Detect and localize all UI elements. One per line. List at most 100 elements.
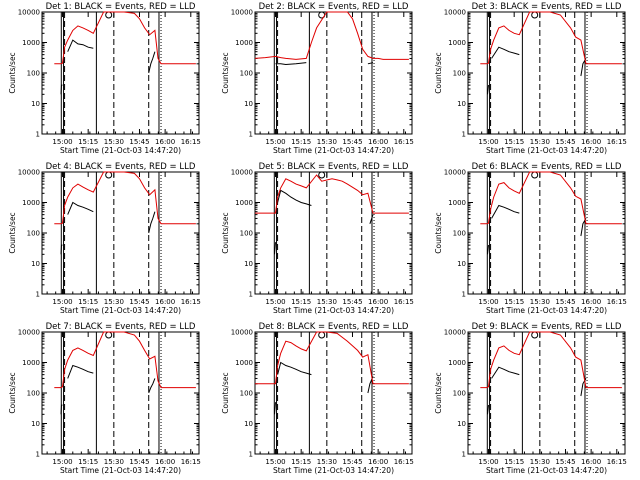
x-tick-label: 16:00	[368, 298, 388, 306]
y-axis-label: Counts/sec	[221, 52, 230, 93]
marker-circle	[105, 331, 113, 339]
y-tick-label: 10000	[18, 169, 40, 177]
y-tick-label: 1	[249, 291, 253, 299]
x-tick-label: 15:30	[104, 458, 124, 466]
series-lld-line	[255, 331, 409, 385]
y-tick-label: 10000	[444, 9, 466, 17]
panel-title: Det 1: BLACK = Events, RED = LLD	[46, 2, 196, 12]
x-tick-label: 15:30	[104, 298, 124, 306]
x-tick-label: 15:00	[52, 138, 72, 146]
x-tick-label: 15:15	[78, 298, 98, 306]
y-tick-label: 1000	[235, 359, 253, 367]
x-tick-label: 15:45	[129, 298, 149, 306]
y-tick-label: 1000	[448, 359, 466, 367]
panel-title: Det 5: BLACK = Events, RED = LLD	[259, 162, 409, 172]
x-tick-label: 15:00	[52, 458, 72, 466]
panel-det-5: Det 5: BLACK = Events, RED = LLD 1 10 100 10…	[221, 162, 414, 315]
series-events-line	[274, 361, 374, 415]
x-tick-label: 15:45	[342, 458, 362, 466]
y-tick-label: 10000	[18, 329, 40, 337]
x-tick-label: 16:00	[368, 138, 388, 146]
x-tick-label: 15:15	[504, 138, 524, 146]
series-events-line	[487, 366, 587, 415]
series-events-line	[60, 364, 156, 415]
y-tick-label: 100	[27, 230, 40, 238]
panel-title: Det 7: BLACK = Events, RED = LLD	[46, 322, 196, 332]
x-tick-label: 15:15	[78, 138, 98, 146]
series-events-line	[60, 201, 156, 255]
x-tick-label: 16:15	[394, 458, 414, 466]
x-tick-label: 15:30	[317, 138, 337, 146]
y-tick-label: 10	[244, 100, 253, 108]
y-tick-label: 10000	[231, 169, 253, 177]
x-tick-label: 16:15	[394, 298, 414, 306]
y-tick-label: 1	[249, 451, 253, 459]
y-tick-label: 100	[453, 390, 466, 398]
y-axis-label: Counts/sec	[221, 212, 230, 253]
x-tick-label: 16:00	[155, 298, 175, 306]
marker-circle	[318, 171, 326, 179]
x-tick-label: 16:15	[181, 458, 201, 466]
y-tick-label: 100	[240, 390, 253, 398]
x-tick-label: 15:45	[342, 138, 362, 146]
y-tick-label: 1000	[448, 199, 466, 207]
x-tick-label: 15:45	[555, 138, 575, 146]
x-axis-label: Start Time (21-Oct-03 14:47:20)	[60, 146, 181, 155]
x-tick-label: 15:00	[52, 298, 72, 306]
y-tick-label: 1	[462, 291, 466, 299]
y-axis-label: Counts/sec	[221, 372, 230, 413]
y-tick-label: 10000	[231, 9, 253, 17]
y-tick-label: 10	[457, 100, 466, 108]
y-tick-label: 100	[240, 230, 253, 238]
series-lld-line	[54, 11, 196, 65]
panel-title: Det 4: BLACK = Events, RED = LLD	[46, 162, 196, 172]
y-tick-label: 10	[457, 260, 466, 268]
panel-det-7: Det 7: BLACK = Events, RED = LLD 1 10 100 10…	[8, 322, 201, 475]
x-tick-label: 16:00	[581, 138, 601, 146]
x-tick-label: 15:15	[291, 298, 311, 306]
x-tick-label: 16:00	[581, 298, 601, 306]
plot-frame	[467, 11, 626, 135]
series-events-line	[487, 204, 587, 255]
panel-title: Det 8: BLACK = Events, RED = LLD	[259, 322, 409, 332]
marker-circle	[531, 171, 539, 179]
x-tick-label: 15:45	[342, 298, 362, 306]
y-tick-label: 1000	[235, 199, 253, 207]
x-tick-label: 15:15	[504, 298, 524, 306]
x-tick-label: 16:15	[181, 138, 201, 146]
x-tick-label: 16:15	[607, 138, 627, 146]
series-events-line	[275, 62, 374, 66]
x-tick-label: 15:45	[555, 458, 575, 466]
y-tick-label: 10	[457, 420, 466, 428]
x-axis-label: Start Time (21-Oct-03 14:47:20)	[486, 146, 607, 155]
panel-det-3: Det 3: BLACK = Events, RED = LLD 1 10 100 10…	[434, 2, 627, 155]
y-tick-label: 1000	[22, 359, 40, 367]
series-lld-line	[480, 331, 622, 389]
y-tick-label: 1	[462, 131, 466, 139]
y-tick-label: 1000	[235, 39, 253, 47]
y-tick-label: 1000	[448, 39, 466, 47]
x-tick-label: 15:30	[530, 458, 550, 466]
x-axis-label: Start Time (21-Oct-03 14:47:20)	[486, 466, 607, 475]
series-events-line	[274, 189, 374, 255]
marker-circle	[531, 331, 539, 339]
y-tick-label: 100	[453, 70, 466, 78]
marker-circle	[318, 331, 326, 339]
x-tick-label: 15:15	[291, 138, 311, 146]
y-tick-label: 1	[36, 291, 40, 299]
x-tick-label: 16:15	[607, 298, 627, 306]
panel-det-4: Det 4: BLACK = Events, RED = LLD 1 10 100 10…	[8, 162, 201, 315]
x-axis-label: Start Time (21-Oct-03 14:47:20)	[273, 306, 394, 315]
y-axis-label: Counts/sec	[434, 212, 443, 253]
y-axis-label: Counts/sec	[8, 372, 17, 413]
x-tick-label: 15:00	[478, 458, 498, 466]
series-lld-line	[480, 11, 622, 65]
x-tick-label: 16:15	[607, 458, 627, 466]
x-tick-label: 15:00	[265, 138, 285, 146]
x-tick-label: 15:00	[265, 298, 285, 306]
x-tick-label: 15:30	[530, 298, 550, 306]
panel-det-2: Det 2: BLACK = Events, RED = LLD 1 10 100 10…	[221, 2, 414, 155]
x-tick-label: 16:00	[155, 458, 175, 466]
x-tick-label: 16:00	[368, 458, 388, 466]
panel-title: Det 9: BLACK = Events, RED = LLD	[472, 322, 622, 332]
